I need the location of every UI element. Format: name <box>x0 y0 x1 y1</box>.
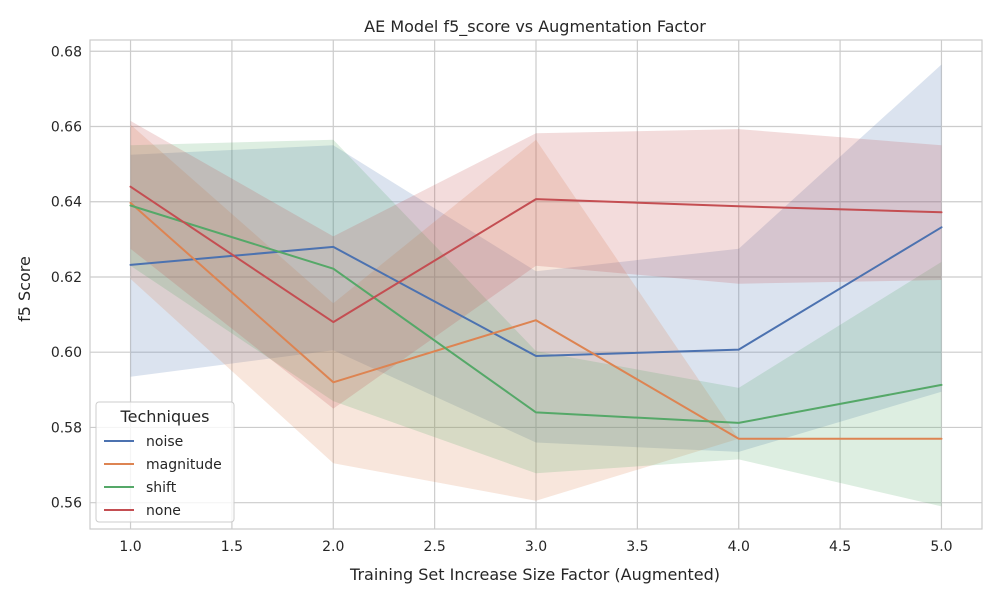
y-tick-label: 0.64 <box>51 195 82 211</box>
confidence-band-magnitude <box>130 124 942 501</box>
x-tick-label: 2.0 <box>322 539 344 555</box>
x-tick-label: 1.5 <box>221 539 243 555</box>
confidence-bands <box>130 64 942 507</box>
y-tick-label: 0.58 <box>51 420 82 436</box>
series-line-magnitude <box>129 201 943 440</box>
x-tick-label: 5.0 <box>930 539 952 555</box>
y-tick-label: 0.66 <box>51 120 82 136</box>
series-line-none <box>129 185 943 324</box>
x-tick-label: 3.0 <box>525 539 547 555</box>
y-axis-label: f5 Score <box>15 256 34 322</box>
grid-lines <box>90 40 982 529</box>
y-tick-label: 0.62 <box>51 270 82 286</box>
y-tick-label: 0.60 <box>51 345 82 361</box>
legend-label-magnitude: magnitude <box>146 457 222 473</box>
x-axis-label: Training Set Increase Size Factor (Augme… <box>349 565 720 584</box>
x-tick-label: 2.5 <box>424 539 446 555</box>
x-tick-label: 4.0 <box>728 539 750 555</box>
x-tick-label: 3.5 <box>626 539 648 555</box>
x-tick-label: 1.0 <box>119 539 141 555</box>
tick-labels: 1.0 1.5 2.0 2.5 3.0 3.5 4.0 4.5 5.0 0.56 0.58 0.60 0… <box>51 44 953 555</box>
confidence-band-none <box>130 120 942 409</box>
legend-label-shift: shift <box>146 480 177 496</box>
legend-box <box>95 401 235 523</box>
confidence-band-noise <box>130 64 942 452</box>
series-line-shift <box>129 204 943 424</box>
confidence-band-shift <box>130 139 942 507</box>
series-lines <box>129 185 943 440</box>
y-tick-label: 0.56 <box>51 496 82 512</box>
y-tick-label: 0.68 <box>51 44 82 60</box>
legend-label-none: none <box>146 503 181 519</box>
x-tick-label: 4.5 <box>829 539 851 555</box>
chart-title: AE Model f5_score vs Augmentation Factor <box>364 17 706 37</box>
plot-frame <box>89 39 983 530</box>
series-line-noise <box>129 226 943 357</box>
legend: Techniques noise magnitude shift none <box>95 401 235 523</box>
legend-label-noise: noise <box>146 434 183 450</box>
legend-title: Techniques <box>120 407 210 426</box>
legend-items: noise magnitude shift none <box>104 434 222 519</box>
